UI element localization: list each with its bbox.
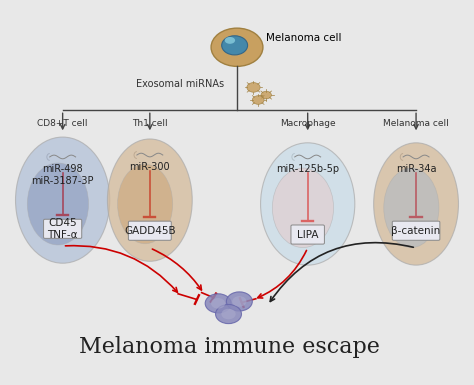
Text: miR-300: miR-300 — [129, 162, 170, 172]
Ellipse shape — [27, 163, 89, 245]
Ellipse shape — [384, 168, 439, 248]
Ellipse shape — [205, 294, 231, 313]
Ellipse shape — [216, 305, 241, 324]
FancyBboxPatch shape — [291, 225, 324, 244]
Ellipse shape — [225, 37, 235, 44]
Ellipse shape — [261, 143, 355, 265]
Ellipse shape — [16, 137, 110, 263]
Ellipse shape — [252, 96, 264, 104]
FancyBboxPatch shape — [392, 221, 440, 240]
Text: CD8+T cell: CD8+T cell — [37, 119, 88, 127]
Ellipse shape — [108, 139, 192, 261]
Ellipse shape — [222, 36, 247, 55]
Ellipse shape — [221, 309, 236, 319]
Text: miR-498
miR-3187-3P: miR-498 miR-3187-3P — [31, 164, 94, 186]
Text: miR-34a: miR-34a — [396, 164, 436, 174]
Text: Melanoma cell: Melanoma cell — [383, 119, 449, 127]
Text: CD45
TNF-α: CD45 TNF-α — [47, 218, 78, 239]
Ellipse shape — [261, 91, 272, 99]
Ellipse shape — [227, 292, 252, 311]
Text: Melanoma cell: Melanoma cell — [266, 33, 342, 43]
Text: Exosomal miRNAs: Exosomal miRNAs — [137, 79, 225, 89]
Text: Melanoma immune escape: Melanoma immune escape — [80, 336, 380, 358]
Ellipse shape — [118, 164, 173, 244]
Ellipse shape — [211, 298, 225, 309]
Ellipse shape — [374, 143, 458, 265]
Text: LIPA: LIPA — [297, 229, 319, 239]
Ellipse shape — [232, 296, 246, 307]
Text: Macrophage: Macrophage — [280, 119, 336, 127]
Ellipse shape — [247, 82, 260, 92]
Text: GADD45B: GADD45B — [124, 226, 176, 236]
FancyBboxPatch shape — [128, 221, 171, 240]
Text: Th1 cell: Th1 cell — [132, 119, 168, 127]
Ellipse shape — [211, 28, 263, 66]
FancyBboxPatch shape — [44, 219, 82, 238]
Text: miR-125b-5p: miR-125b-5p — [276, 164, 339, 174]
Text: β-catenin: β-catenin — [392, 226, 441, 236]
Ellipse shape — [273, 168, 334, 248]
